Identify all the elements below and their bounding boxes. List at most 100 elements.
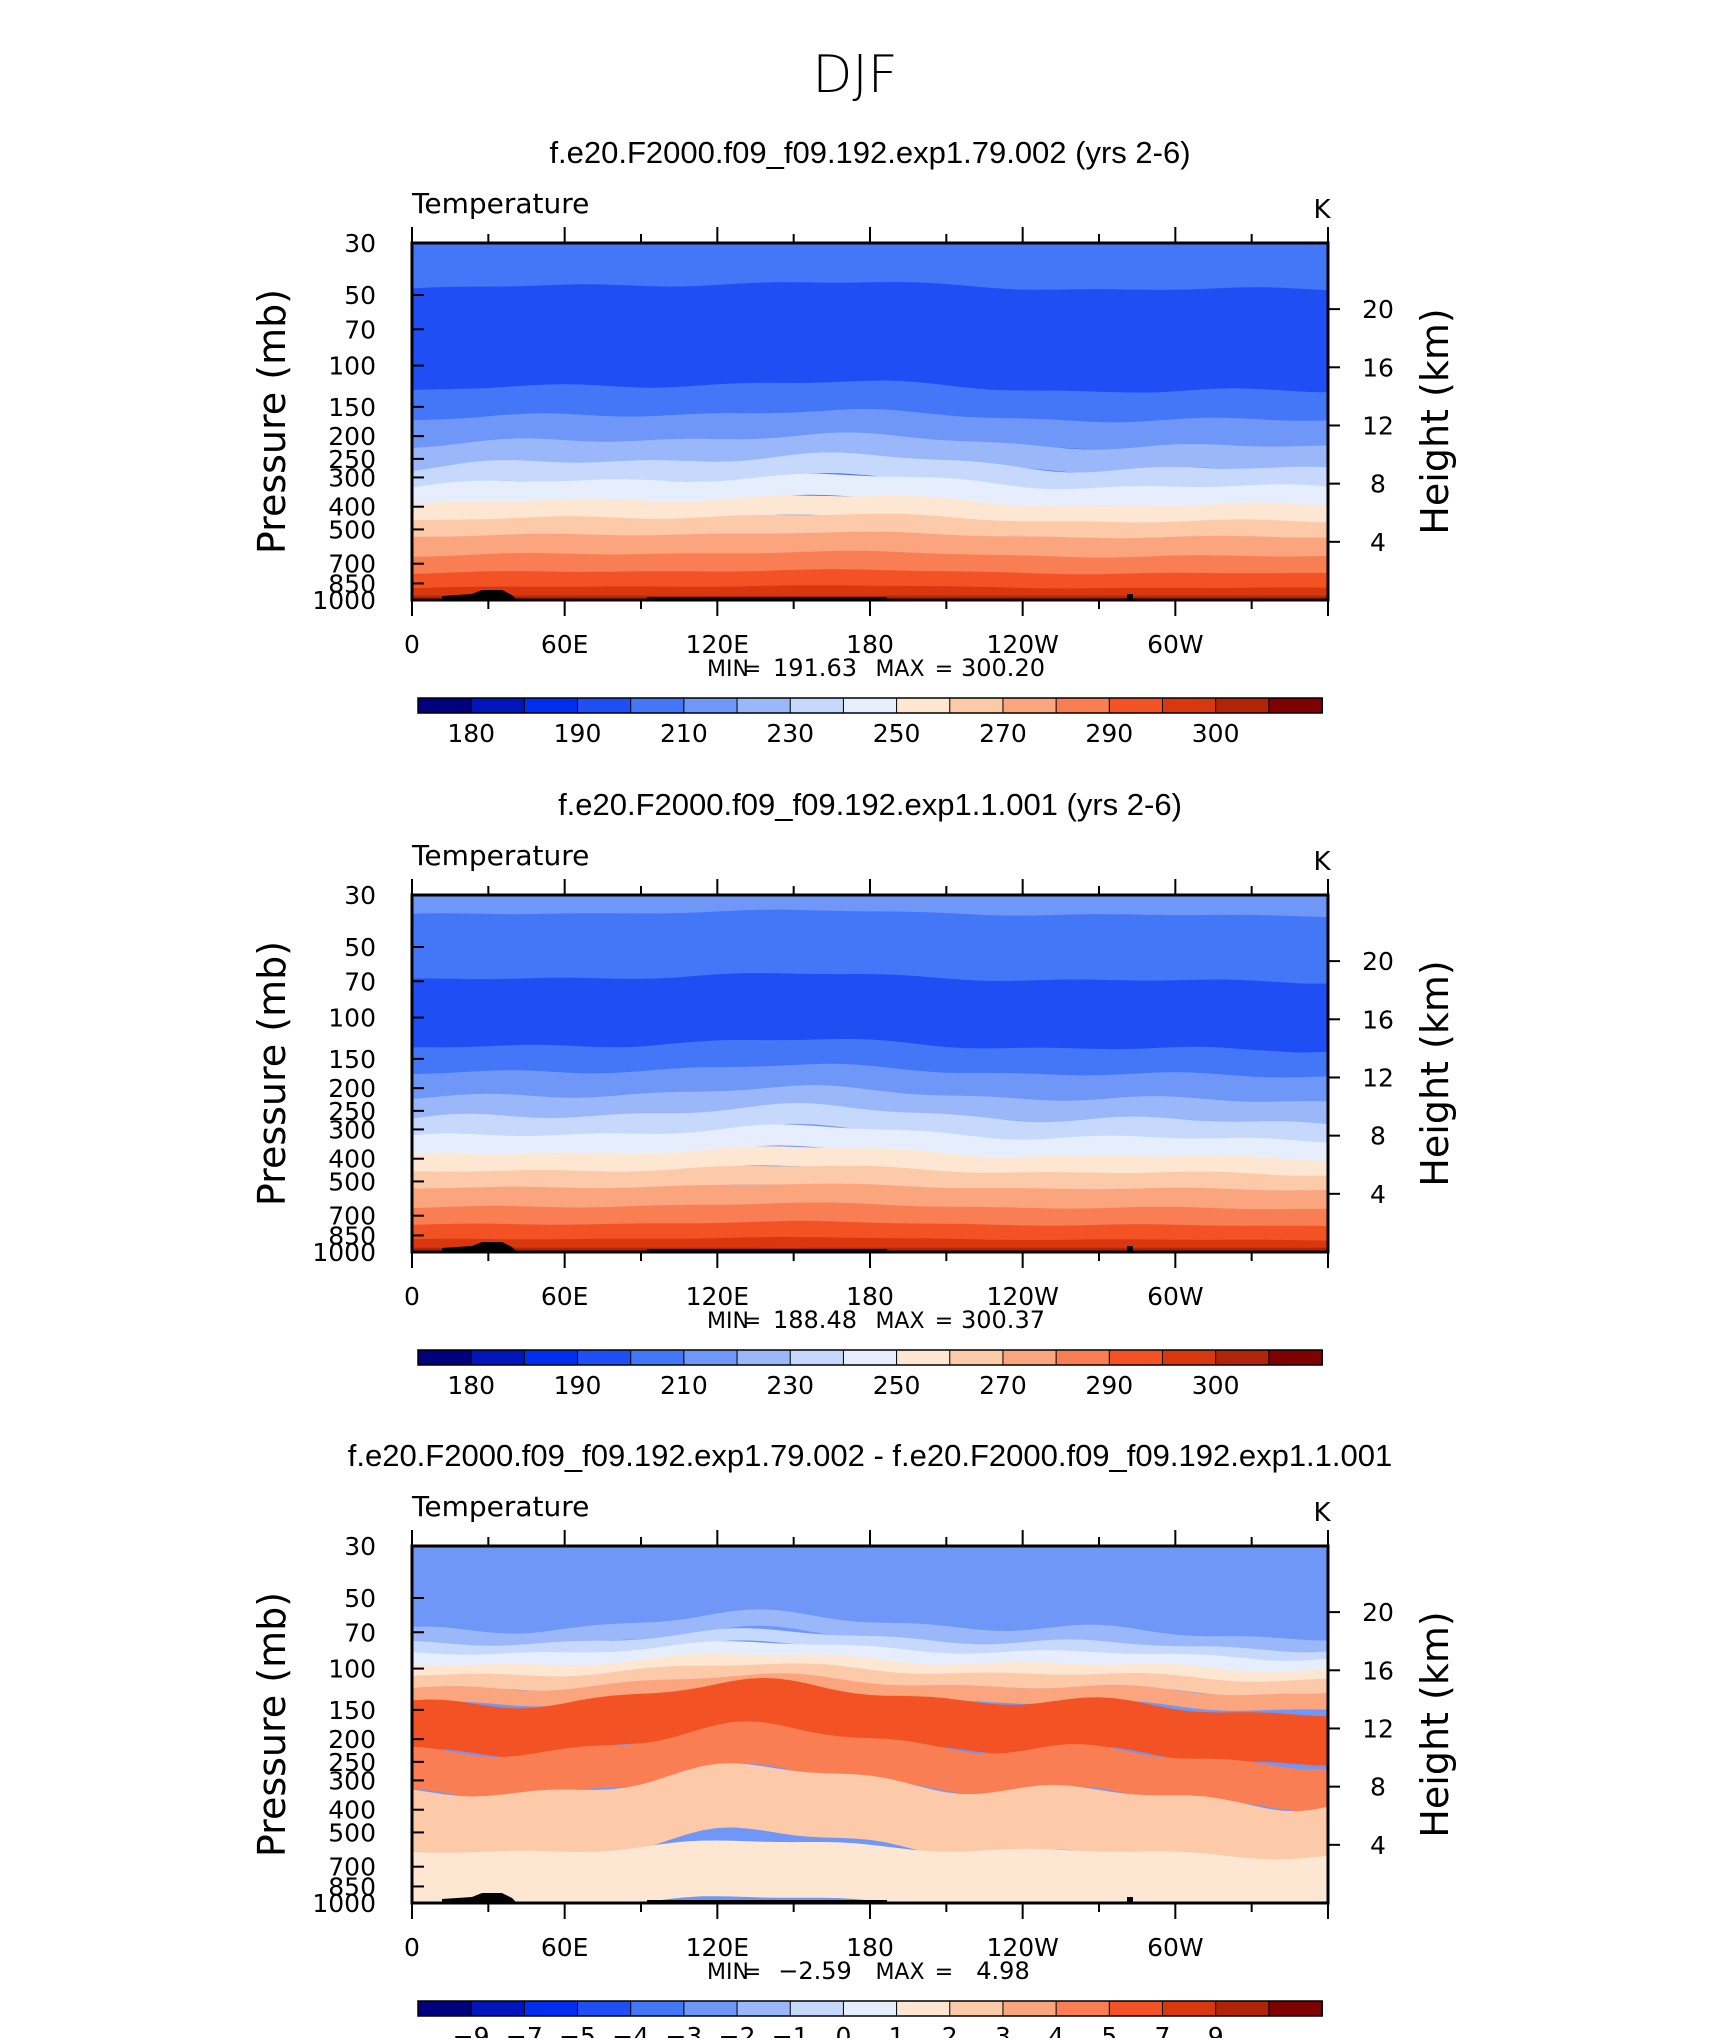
colorbar-label: 0 xyxy=(835,2022,851,2038)
stats-max-value: 300.37 xyxy=(961,1306,1045,1334)
contour-band xyxy=(412,1653,1328,1685)
colorbar-swatch xyxy=(1268,697,1323,714)
contour-band xyxy=(412,452,1328,494)
x-tick-label: 0 xyxy=(404,630,420,659)
colorbar-label: 250 xyxy=(873,1371,921,1400)
variable-label: Temperature xyxy=(411,187,589,220)
stats-equals: = xyxy=(935,1309,953,1334)
colorbar-label: 290 xyxy=(1085,1371,1133,1400)
stats-max-value: 4.98 xyxy=(976,1957,1029,1985)
colorbar-frame xyxy=(417,2000,1323,2017)
colorbar-label: 180 xyxy=(447,719,495,748)
height-tick-label: 20 xyxy=(1362,947,1394,976)
height-tick-label: 8 xyxy=(1370,470,1386,499)
y2-axis-title: Height (km) xyxy=(1413,1611,1457,1837)
colorbar-label: 300 xyxy=(1192,1371,1240,1400)
pressure-tick-label: 700 xyxy=(328,1853,376,1882)
pressure-tick-label: 700 xyxy=(328,1202,376,1231)
colorbar-swatch xyxy=(417,697,473,714)
chart-panel-1: f.e20.F2000.f09_f09.192.exp1.79.002 (yrs… xyxy=(250,135,1457,748)
contour-band xyxy=(412,895,1328,916)
pressure-tick-label: 1000 xyxy=(312,1889,376,1918)
colorbar-label: −5 xyxy=(559,2022,596,2038)
terrain-mark xyxy=(442,1242,517,1252)
contour-band xyxy=(412,585,1328,600)
colorbar-label: −4 xyxy=(612,2022,649,2038)
pressure-tick-label: 400 xyxy=(328,1796,376,1825)
x-tick-label: 120E xyxy=(686,1933,750,1962)
pressure-tick-label: 850 xyxy=(328,569,376,598)
stats-equals: = xyxy=(743,657,761,682)
terrain-mark xyxy=(442,590,517,600)
colorbar-label: 270 xyxy=(979,1371,1027,1400)
colorbar-label: 2 xyxy=(942,2022,958,2038)
colorbar-swatch xyxy=(630,2000,685,2017)
colorbar-swatch xyxy=(842,2000,898,2017)
panel-title: f.e20.F2000.f09_f09.192.exp1.79.002 (yrs… xyxy=(549,135,1190,170)
colorbar-swatch xyxy=(470,1349,526,1366)
height-tick-label: 16 xyxy=(1362,353,1394,382)
terrain-mark xyxy=(1127,1246,1133,1252)
colorbar-label: 210 xyxy=(660,719,708,748)
pressure-tick-label: 850 xyxy=(328,1221,376,1250)
stats-min-value: −2.59 xyxy=(778,1957,852,1985)
colorbar-swatch xyxy=(417,2000,473,2017)
colorbar-label: −3 xyxy=(665,2022,702,2038)
terrain-mark xyxy=(1127,1897,1133,1903)
colorbar-label: 1 xyxy=(889,2022,905,2038)
pressure-tick-label: 500 xyxy=(328,1818,376,1847)
x-tick-label: 120E xyxy=(686,630,750,659)
colorbar-swatch xyxy=(1108,1349,1164,1366)
colorbar-swatch xyxy=(842,1349,898,1366)
pressure-tick-label: 150 xyxy=(328,1696,376,1725)
y2-axis-title: Height (km) xyxy=(1413,308,1457,534)
x-tick-label: 0 xyxy=(404,1282,420,1311)
colorbar-frame xyxy=(417,1349,1323,1366)
contour-band xyxy=(412,973,1328,1054)
colorbar-swatch xyxy=(577,1349,632,1366)
x-tick-label: 180 xyxy=(846,630,894,659)
colorbar-label: 5 xyxy=(1101,2022,1117,2038)
pressure-tick-label: 100 xyxy=(328,352,376,381)
colorbar-swatch xyxy=(789,1349,845,1366)
pressure-tick-label: 70 xyxy=(344,315,376,344)
colorbar-label: 250 xyxy=(873,719,921,748)
contour-band xyxy=(412,513,1328,542)
colorbar-swatch xyxy=(896,697,951,714)
contour-band xyxy=(412,1202,1328,1229)
colorbar-label: 230 xyxy=(766,1371,814,1400)
height-tick-label: 16 xyxy=(1362,1005,1394,1034)
height-tick-label: 16 xyxy=(1362,1656,1394,1685)
colorbar-swatch xyxy=(1108,2000,1164,2017)
stats-equals: = xyxy=(743,1309,761,1334)
x-tick-label: 60E xyxy=(541,630,589,659)
colorbar-label: 9 xyxy=(1208,2022,1224,2038)
contour-band xyxy=(412,550,1328,578)
colorbar-swatch xyxy=(470,697,526,714)
colorbar-swatch xyxy=(1268,2000,1323,2017)
contour-band xyxy=(412,495,1328,526)
colorbar-swatch xyxy=(630,1349,685,1366)
colorbar-label: 190 xyxy=(554,719,602,748)
stats-min-value: 188.48 xyxy=(773,1306,857,1334)
colorbar-swatch xyxy=(1002,1349,1058,1366)
x-tick-label: 120E xyxy=(686,1282,750,1311)
contour-band xyxy=(412,1721,1328,1812)
colorbar-label: 230 xyxy=(766,719,814,748)
colorbar-swatch xyxy=(470,2000,526,2017)
variable-label: Temperature xyxy=(411,839,589,872)
colorbar-swatch xyxy=(1055,697,1111,714)
contour-band xyxy=(412,473,1328,511)
pressure-tick-label: 200 xyxy=(328,1725,376,1754)
pressure-tick-label: 30 xyxy=(344,881,376,910)
pressure-tick-label: 50 xyxy=(344,933,376,962)
height-tick-label: 20 xyxy=(1362,1598,1394,1627)
colorbar-swatch xyxy=(683,1349,739,1366)
pressure-tick-label: 30 xyxy=(344,229,376,258)
colorbar-swatch xyxy=(630,697,685,714)
colorbar-swatch xyxy=(1002,2000,1058,2017)
colorbar-swatch xyxy=(1215,1349,1270,1366)
x-tick-label: 120W xyxy=(986,630,1058,659)
colorbar-swatch xyxy=(1215,2000,1270,2017)
